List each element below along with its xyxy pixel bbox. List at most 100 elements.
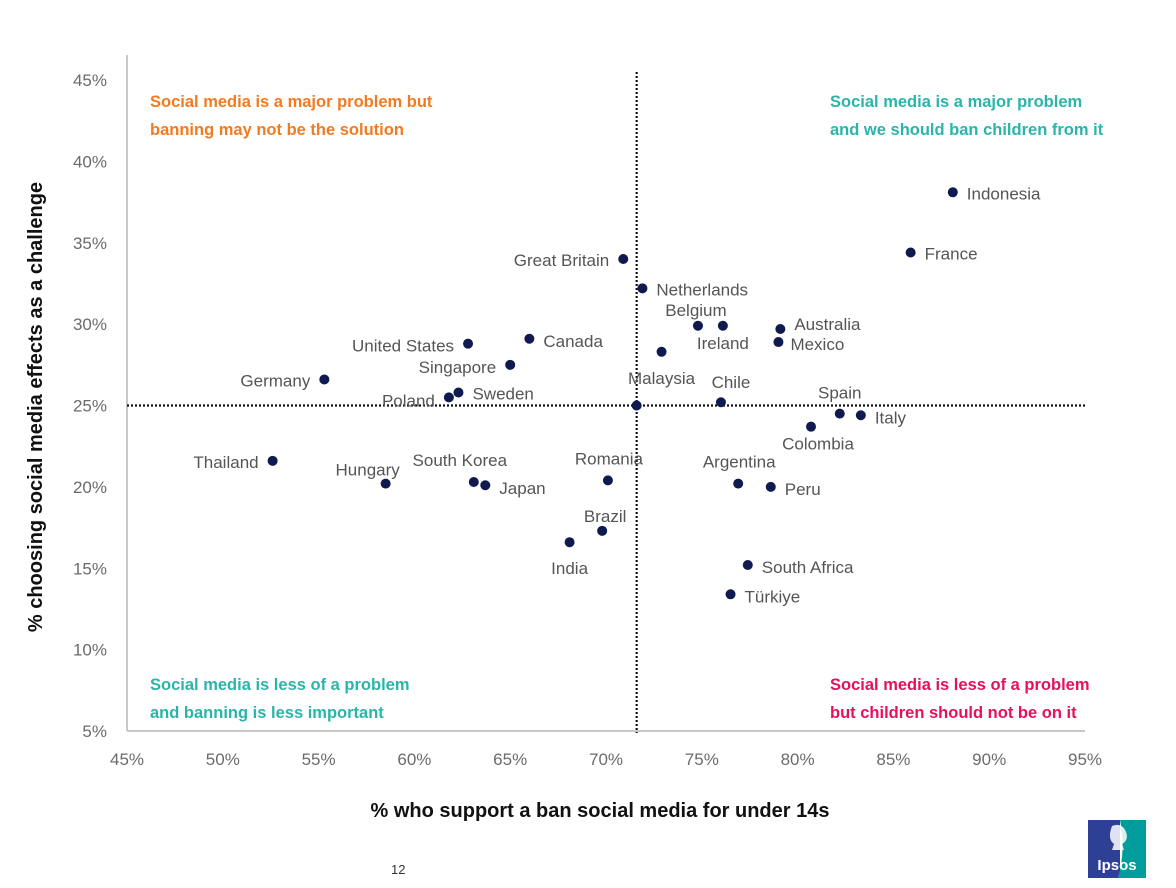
quadrant-label-top-right-line2: and we should ban children from it xyxy=(830,121,1104,139)
y-tick-label: 40% xyxy=(73,152,107,171)
point-label-belgium: Belgium xyxy=(665,301,726,320)
point-poland xyxy=(443,392,454,403)
point-japan xyxy=(480,480,491,491)
point-netherlands xyxy=(637,283,648,294)
x-tick-label: 70% xyxy=(589,750,623,769)
logo-text: Ipsos xyxy=(1097,857,1136,874)
point-india xyxy=(564,537,575,548)
quadrant-label-top-right-line1: Social media is a major problem xyxy=(830,93,1082,111)
axes: 45% 50% 55% 60% 65% 70% 75% 80% 85% 90% 95% 5% 10% 15… xyxy=(73,55,1102,769)
x-axis-title: % who support a ban social media for und… xyxy=(371,800,830,822)
point-ireland xyxy=(717,320,728,331)
quadrant-label-bottom-right-line2: but children should not be on it xyxy=(830,704,1077,722)
x-tick-label: 75% xyxy=(685,750,719,769)
point-label-australia: Australia xyxy=(794,315,861,334)
point-label-mexico: Mexico xyxy=(790,335,844,354)
x-tick-label: 85% xyxy=(876,750,910,769)
point-sweden xyxy=(453,387,464,398)
quadrant-label-bottom-right-line1: Social media is less of a problem xyxy=(830,676,1090,694)
y-tick-label: 30% xyxy=(73,315,107,334)
point-peru xyxy=(765,481,776,492)
point-belgium xyxy=(692,320,703,331)
point-label-spain: Spain xyxy=(818,384,861,403)
x-tick-label: 95% xyxy=(1068,750,1102,769)
point-mexico xyxy=(773,337,784,348)
y-tick-label: 35% xyxy=(73,234,107,253)
point-label-peru: Peru xyxy=(785,480,821,499)
point-label-japan: Japan xyxy=(499,479,545,498)
y-tick-label: 5% xyxy=(82,722,107,741)
point-indonesia xyxy=(947,187,958,198)
y-tick-label: 25% xyxy=(73,397,107,416)
point-label-romania: Romania xyxy=(575,449,644,468)
quadrant-label-bottom-left-line1: Social media is less of a problem xyxy=(150,676,410,694)
point-label-t-rkiye: Türkiye xyxy=(745,587,801,606)
point-south-korea xyxy=(468,476,479,487)
point-label-brazil: Brazil xyxy=(584,507,627,526)
y-tick-label: 15% xyxy=(73,559,107,578)
point-colombia xyxy=(806,421,817,432)
quadrant-label-top-left-line1: Social media is a major problem but xyxy=(150,93,433,111)
point-argentina xyxy=(733,478,744,489)
point-australia xyxy=(775,324,786,335)
point-hungary xyxy=(380,478,391,489)
x-tick-label: 45% xyxy=(110,750,144,769)
point-label-south-africa: South Africa xyxy=(762,558,854,577)
point-south-africa xyxy=(742,559,753,570)
x-tick-label: 80% xyxy=(781,750,815,769)
point-label-ireland: Ireland xyxy=(697,334,749,353)
point-label-india: India xyxy=(551,559,588,578)
point-great-britain xyxy=(618,254,629,265)
x-tick-label: 50% xyxy=(206,750,240,769)
point-italy xyxy=(855,410,866,421)
point-label-netherlands: Netherlands xyxy=(656,280,748,299)
y-axis-title: % choosing social media effects as a cha… xyxy=(25,182,47,632)
point-label-colombia: Colombia xyxy=(782,435,854,454)
y-tick-label: 20% xyxy=(73,478,107,497)
point-label-argentina: Argentina xyxy=(703,453,776,472)
quadrant-label-top-left-line2: banning may not be the solution xyxy=(150,121,404,139)
point-label-germany: Germany xyxy=(240,371,310,390)
point-label-chile: Chile xyxy=(712,373,751,392)
point-label-singapore: Singapore xyxy=(419,358,497,377)
point-malaysia xyxy=(656,346,667,357)
point-united-states xyxy=(463,338,474,349)
point-romania xyxy=(602,475,613,486)
y-tick-label: 10% xyxy=(73,641,107,660)
point-chile xyxy=(715,397,726,408)
average-point xyxy=(631,400,642,411)
point-label-great-britain: Great Britain xyxy=(514,251,609,270)
x-tick-label: 60% xyxy=(397,750,431,769)
silhouette-icon xyxy=(1109,824,1127,850)
y-tick-label: 45% xyxy=(73,71,107,90)
reference-lines xyxy=(127,72,1085,733)
point-thailand xyxy=(267,455,278,466)
point-label-indonesia: Indonesia xyxy=(967,184,1041,203)
point-france xyxy=(905,247,916,258)
point-spain xyxy=(834,408,845,419)
point-label-malaysia: Malaysia xyxy=(628,369,696,388)
point-label-thailand: Thailand xyxy=(193,453,258,472)
x-tick-label: 55% xyxy=(302,750,336,769)
point-canada xyxy=(524,333,535,344)
point-germany xyxy=(319,374,330,385)
point-label-united-states: United States xyxy=(352,337,454,356)
data-points: Indonesia France Great Britain Netherlands B… xyxy=(193,184,1041,606)
point-brazil xyxy=(597,525,608,536)
point-label-south-korea: South Korea xyxy=(413,451,508,470)
point-label-sweden: Sweden xyxy=(472,384,533,403)
page-number: 12 xyxy=(391,862,406,877)
quadrant-labels: Social media is a major problem but bann… xyxy=(150,93,1104,722)
point-label-france: France xyxy=(925,245,978,264)
point-label-canada: Canada xyxy=(543,332,603,351)
point-label-poland: Poland xyxy=(382,391,435,410)
point-label-hungary: Hungary xyxy=(336,461,401,480)
quadrant-label-bottom-left-line2: and banning is less important xyxy=(150,704,384,722)
x-tick-label: 65% xyxy=(493,750,527,769)
point-singapore xyxy=(505,359,516,370)
ipsos-logo: Ipsos xyxy=(1088,820,1146,878)
x-tick-label: 90% xyxy=(972,750,1006,769)
point-label-italy: Italy xyxy=(875,408,907,427)
point-t-rkiye xyxy=(725,589,736,600)
